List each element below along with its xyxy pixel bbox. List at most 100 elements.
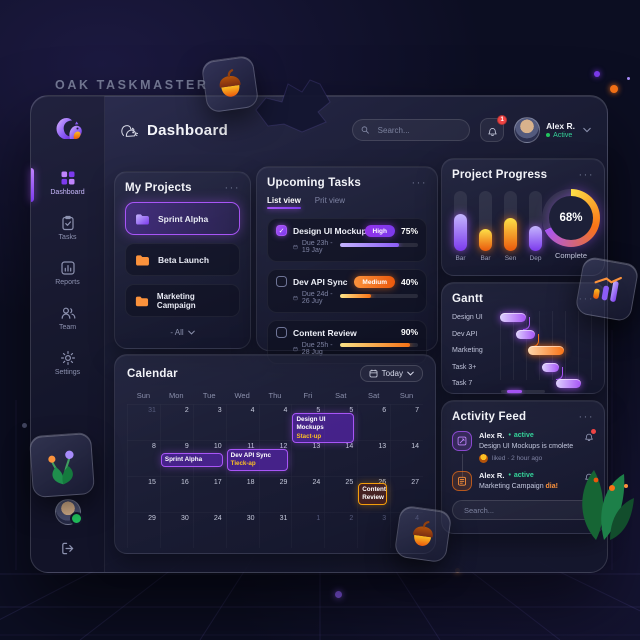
more-options-icon[interactable]: ··· — [578, 169, 594, 181]
calendar-event[interactable]: Sprint Alpha — [160, 453, 223, 467]
task-card-dev-api-sync[interactable]: Dev API Sync Due 24d - 26 Juy Medium 40% — [267, 269, 427, 313]
activity-search-bar — [452, 500, 594, 521]
bar-track — [479, 191, 492, 251]
calendar-day-cell[interactable]: 18 — [226, 476, 259, 512]
priority-badge[interactable]: High — [364, 225, 395, 237]
activity-search-input[interactable] — [462, 504, 584, 516]
tab-prit-view[interactable]: Prit view — [314, 196, 346, 205]
notifications-button[interactable]: 1 — [480, 115, 508, 142]
calendar-day-cell[interactable]: 14 — [324, 440, 357, 476]
calendar-day-cell[interactable]: 8 — [127, 440, 160, 476]
progress-bars: Bar Bar Sen Dep — [454, 191, 542, 262]
activity-user: Alex R. — [479, 471, 505, 481]
gantt-bar[interactable] — [528, 346, 564, 355]
calendar-day-cell[interactable]: 29 — [127, 512, 160, 548]
calendar-day-cell[interactable]: 9 — [160, 440, 193, 476]
donut-label: Complete — [554, 251, 588, 260]
calendar-day-cell[interactable]: 3 — [193, 404, 226, 440]
logout-icon[interactable] — [60, 541, 75, 556]
notification-badge: 1 — [497, 115, 508, 125]
activity-highlight: dia! — [545, 483, 558, 491]
activity-user-status: • active — [508, 432, 534, 439]
plant-decoration — [582, 470, 634, 540]
activity-item[interactable]: Alex R. • active Marketing Campaign dia! — [452, 471, 594, 492]
day-header: Tue — [202, 391, 216, 400]
calendar-day-cell[interactable]: 10 — [193, 440, 226, 476]
calendar-day-cell[interactable]: 26 — [357, 476, 390, 512]
calendar-day-cell[interactable]: 24 — [193, 512, 226, 548]
calendar-day-cell[interactable]: 14 — [390, 440, 423, 476]
search-input[interactable] — [375, 124, 462, 136]
task-checkbox[interactable] — [276, 327, 287, 338]
more-options-icon[interactable]: ··· — [224, 182, 240, 194]
calendar-day-cell[interactable]: 6 — [357, 404, 390, 440]
day-header: Sat — [335, 391, 347, 400]
priority-badge[interactable]: Medium — [354, 276, 395, 288]
sidebar-item-reports[interactable]: Reports — [31, 260, 104, 286]
calendar-day-cell[interactable]: 1 — [291, 512, 324, 548]
bar-fill — [529, 225, 542, 251]
sidebar-item-settings[interactable]: Settings — [31, 350, 104, 376]
calendar-day-cell[interactable]: 4 — [259, 404, 292, 440]
calendar-day-cell[interactable]: 5 — [291, 404, 324, 440]
calendar-day-cell[interactable]: 30 — [226, 512, 259, 548]
calendar-day-cell[interactable]: 15 — [127, 476, 160, 512]
sidebar-nav: Dashboard Tasks Reports — [31, 168, 104, 376]
task-checkbox[interactable] — [276, 276, 287, 287]
gantt-scrollbar[interactable] — [501, 390, 545, 393]
calendar-day-cell[interactable]: 3 — [357, 512, 390, 548]
calendar-day-cell[interactable]: 2 — [324, 512, 357, 548]
event-subtitle: Tieck-ap — [230, 460, 256, 467]
more-options-icon[interactable]: ··· — [411, 177, 427, 189]
calendar-day-cell[interactable]: 12 — [259, 440, 292, 476]
task-checkbox[interactable]: ✓ — [276, 225, 287, 236]
donut-ring: 68% — [542, 189, 600, 247]
project-name: Sprint Alpha — [158, 213, 209, 224]
calendar-day-cell[interactable]: 13 — [291, 440, 324, 476]
today-button[interactable]: Today — [359, 365, 423, 382]
sidebar-item-team[interactable]: Team — [31, 305, 104, 331]
calendar-day-cell[interactable]: 5 — [324, 404, 357, 440]
day-header: Fri — [303, 391, 313, 400]
project-item-beta-launch[interactable]: Beta Launch — [125, 243, 240, 276]
calendar-day-cell[interactable]: 13 — [357, 440, 390, 476]
calendar-day-cell[interactable]: 24 — [291, 476, 324, 512]
activity-bell-icon[interactable] — [584, 429, 596, 463]
gantt-bar[interactable] — [542, 362, 560, 372]
calendar-event[interactable]: Design UI Mockups Stact-up — [292, 413, 355, 444]
tab-list-view[interactable]: List view — [267, 196, 301, 209]
calendar-event[interactable]: Dev API Sync Tieck-ap — [226, 449, 289, 471]
calendar-day-cell[interactable]: 16 — [160, 476, 193, 512]
gantt-bar[interactable] — [500, 313, 527, 322]
calendar-day-cell[interactable]: 17 — [193, 476, 226, 512]
project-item-marketing-campaign[interactable]: Marketing Campaign — [125, 284, 240, 317]
event-title: Sprint Alpha — [164, 455, 203, 463]
task-card-design-ui-mockups[interactable]: ✓ Design UI Mockups Due 23h - 19 Jay Hig… — [267, 218, 427, 262]
sidebar-item-dashboard[interactable]: Dashboard — [31, 168, 104, 202]
more-options-icon[interactable]: ··· — [578, 411, 594, 423]
calendar-day-cell[interactable]: 7 — [390, 404, 423, 440]
calendar-day-cell[interactable]: 29 — [259, 476, 292, 512]
activity-item[interactable]: Alex R. • active Design UI Mockups is cm… — [452, 429, 596, 478]
gantt-row-label: Design UI — [452, 314, 483, 321]
calendar-day-cell[interactable]: 25 — [324, 476, 357, 512]
calendar-event[interactable]: Content Review — [358, 483, 388, 505]
calendar-day-cell[interactable]: 11 — [226, 440, 259, 476]
day-header: Mon — [169, 391, 184, 400]
calendar-day-cell[interactable]: 2 — [160, 404, 193, 440]
calendar-day-cell[interactable]: 31 — [127, 404, 160, 440]
gantt-bar[interactable] — [556, 379, 581, 388]
calendar-day-cell[interactable]: 30 — [160, 512, 193, 548]
sidebar-user-avatar[interactable] — [54, 499, 83, 525]
bar-fill — [504, 218, 517, 251]
projects-filter-all[interactable]: - All — [125, 328, 240, 337]
user-menu[interactable]: Alex R. Active — [514, 117, 591, 143]
calendar-day-cell[interactable]: 27 — [390, 476, 423, 512]
gantt-row: Marketing — [452, 346, 594, 355]
calendar-events-layer: Design UI Mockups Stact-up Sprint Alpha Dev… — [127, 404, 423, 548]
sidebar-item-tasks[interactable]: Tasks — [31, 215, 104, 241]
calendar-day-cell[interactable]: 31 — [259, 512, 292, 548]
project-item-sprint-alpha[interactable]: Sprint Alpha — [125, 202, 240, 235]
calendar-day-cell[interactable]: 4 — [226, 404, 259, 440]
gantt-bar[interactable] — [515, 329, 535, 339]
